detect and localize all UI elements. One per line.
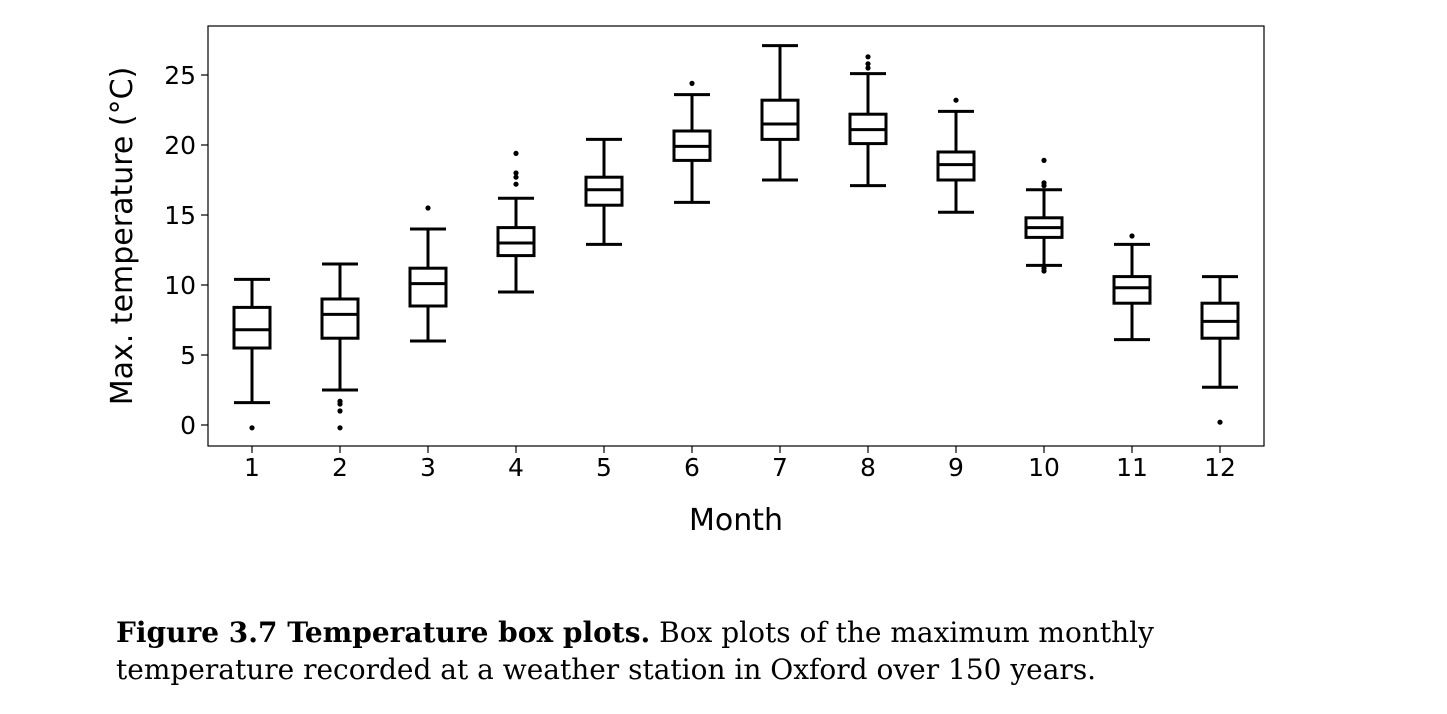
x-tick-label: 5	[596, 453, 612, 482]
x-tick-label: 11	[1116, 453, 1148, 482]
box-month-6	[672, 80, 712, 204]
y-tick-label: 0	[180, 411, 196, 440]
iqr-box	[232, 305, 272, 350]
outlier-point	[953, 97, 959, 103]
box-month-8	[848, 54, 888, 188]
x-axis-label: Month	[689, 503, 783, 538]
outlier-point	[1129, 233, 1135, 239]
outlier-point	[865, 65, 871, 71]
outlier-point	[513, 181, 519, 187]
x-axis: 1 2 3 4 5 6 7 8 9 10 11 12	[244, 446, 1236, 482]
x-tick-label: 10	[1028, 453, 1060, 482]
box-month-12	[1200, 275, 1240, 425]
outlier-point	[425, 205, 431, 211]
y-axis-label: Max. temperature (°C)	[105, 67, 140, 406]
figure-caption: Figure 3.7 Temperature box plots. Box pl…	[116, 614, 1276, 688]
box-month-10	[1024, 157, 1064, 274]
y-axis: 0 5 10 15 20 25	[164, 61, 208, 440]
outlier-point	[1041, 268, 1047, 274]
y-tick-label: 10	[164, 271, 196, 300]
x-tick-label: 3	[420, 453, 436, 482]
caption-text: Box plots of the maximum monthly tempera…	[116, 616, 1154, 686]
x-tick-label: 1	[244, 453, 260, 482]
outlier-point	[865, 54, 871, 60]
iqr-box	[408, 266, 448, 308]
outlier-point	[865, 61, 871, 67]
box-month-7	[760, 44, 800, 182]
y-tick-label: 5	[180, 341, 196, 370]
iqr-box	[1112, 275, 1152, 305]
x-tick-label: 2	[332, 453, 348, 482]
plot-area-frame	[207, 25, 1265, 447]
outlier-point	[1041, 180, 1047, 186]
box-month-11	[1112, 233, 1152, 342]
iqr-box	[320, 297, 360, 340]
boxes-layer	[232, 44, 1240, 431]
outlier-point	[513, 170, 519, 176]
x-tick-label: 6	[684, 453, 700, 482]
outlier-point	[513, 174, 519, 180]
box-month-5	[584, 137, 624, 246]
iqr-box	[760, 98, 800, 141]
x-tick-label: 9	[948, 453, 964, 482]
outlier-point	[337, 401, 343, 407]
x-tick-label: 4	[508, 453, 524, 482]
x-tick-label: 8	[860, 453, 876, 482]
y-tick-label: 15	[164, 201, 196, 230]
box-month-3	[408, 205, 448, 343]
outlier-point	[337, 425, 343, 431]
box-month-4	[496, 150, 536, 294]
y-tick-label: 20	[164, 131, 196, 160]
outlier-point	[1041, 157, 1047, 163]
outlier-point	[249, 425, 255, 431]
y-tick-label: 25	[164, 61, 196, 90]
x-tick-label: 7	[772, 453, 788, 482]
outlier-point	[1217, 419, 1223, 425]
box-month-2	[320, 262, 360, 431]
box-month-9	[936, 97, 976, 214]
box-month-1	[232, 277, 272, 431]
x-tick-label: 12	[1204, 453, 1236, 482]
caption-lead: Figure 3.7 Temperature box plots.	[116, 616, 651, 649]
outlier-point	[689, 80, 695, 86]
outlier-point	[337, 408, 343, 414]
outlier-point	[513, 150, 519, 156]
